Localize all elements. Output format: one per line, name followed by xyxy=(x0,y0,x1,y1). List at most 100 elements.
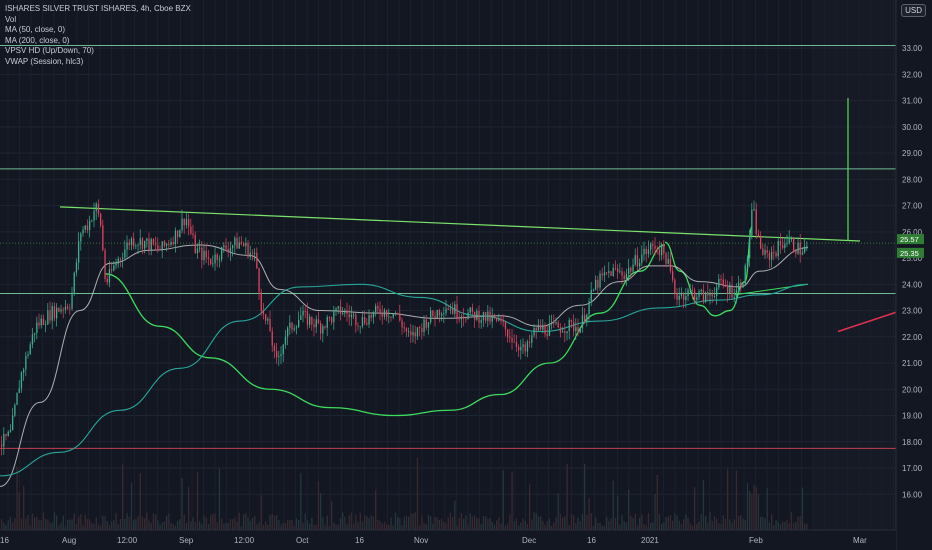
candle-body xyxy=(414,332,416,337)
candle-body xyxy=(265,314,267,321)
candle-body xyxy=(185,219,188,226)
volume-bar xyxy=(713,516,716,530)
candle-body xyxy=(795,250,797,254)
volume-bar xyxy=(245,513,247,530)
volume-bar xyxy=(412,513,414,530)
volume-bar xyxy=(632,517,634,530)
volume-bar xyxy=(119,519,122,530)
candle-body xyxy=(47,310,49,325)
candle-body xyxy=(520,346,522,351)
candle-body xyxy=(260,292,262,312)
time-axis[interactable]: 16 Aug 12:00 Sep 12:00 Oct 16 Nov Dec 16 2021 Feb Ma… xyxy=(0,529,896,550)
price-axis[interactable]: 16.00 17.00 18.00 19.00 20.00 21.00 22.00 23.00… xyxy=(895,0,932,550)
volume-bar xyxy=(148,520,150,530)
volume-bar xyxy=(639,517,641,530)
volume-bar xyxy=(210,515,212,530)
candle-body xyxy=(621,271,623,276)
candle-body xyxy=(196,248,199,254)
symbol-title[interactable]: ISHARES SILVER TRUST ISHARES, 4h, Cboe B… xyxy=(5,4,191,13)
candle-body xyxy=(267,318,269,321)
volume-bar xyxy=(476,517,478,530)
candle-body xyxy=(608,271,610,273)
volume-bar xyxy=(251,517,254,530)
candle-body xyxy=(172,242,174,245)
price-label-text: 25.35 xyxy=(900,249,919,258)
candle-body xyxy=(678,295,680,300)
volume-bar xyxy=(766,488,768,530)
candle-body xyxy=(755,209,757,234)
price-label-box xyxy=(897,247,924,258)
candle-body xyxy=(647,249,650,254)
candle-body xyxy=(581,315,584,328)
candle-body xyxy=(412,332,414,336)
volume-bar xyxy=(504,525,507,530)
legend-item-ma200[interactable]: MA (200, close, 0) xyxy=(5,35,70,45)
legend-item-vol[interactable]: Vol xyxy=(5,14,17,24)
volume-bar xyxy=(784,522,786,530)
candle-body xyxy=(284,336,287,345)
candle-body xyxy=(317,319,320,324)
volume-bar xyxy=(570,513,573,530)
volume-bar xyxy=(757,494,760,530)
volume-bar xyxy=(309,523,311,530)
volume-bar xyxy=(804,523,806,530)
candle-body xyxy=(652,244,654,246)
volume-bar xyxy=(137,515,139,530)
candle-body xyxy=(91,220,93,222)
candle-body xyxy=(482,312,485,321)
resistance-trendline xyxy=(59,206,861,242)
candle-body xyxy=(379,308,381,314)
volume-bar xyxy=(161,522,163,530)
candle-body xyxy=(366,323,368,325)
volume-bar xyxy=(588,498,590,530)
candle-body xyxy=(328,317,331,318)
candle-body xyxy=(588,301,590,315)
candle-body xyxy=(447,308,449,310)
legend-item-vwap[interactable]: VWAP (Session, hlc3) xyxy=(5,56,84,66)
volume-bar xyxy=(634,513,636,530)
candle-body xyxy=(636,255,639,267)
candle-body xyxy=(632,264,634,272)
candle-body xyxy=(221,247,223,260)
volume-bar xyxy=(201,524,203,530)
volume-bar xyxy=(760,516,762,530)
volume-bar xyxy=(113,519,115,530)
candle-body xyxy=(680,293,683,296)
candle-body xyxy=(700,289,702,292)
candle-body xyxy=(174,230,177,245)
legend-item-vpsv[interactable]: VPSV HD (Up/Down, 70) xyxy=(5,46,94,55)
volume-bar xyxy=(214,513,216,530)
volume-bar xyxy=(452,516,454,530)
candle-body xyxy=(522,344,524,347)
candle-body xyxy=(641,254,643,264)
candle-body xyxy=(443,313,445,315)
candle-body xyxy=(205,250,207,258)
candle-body xyxy=(507,329,509,337)
volume-bar xyxy=(276,515,278,530)
legend-item-ma50[interactable]: MA (50, close, 0) xyxy=(5,25,66,34)
candle-body xyxy=(513,341,515,343)
candle-body xyxy=(434,316,436,318)
volume-bar xyxy=(170,522,172,530)
candle-body xyxy=(249,252,251,257)
candle-body xyxy=(40,318,42,326)
candle-body xyxy=(458,317,460,320)
volume-bar xyxy=(430,516,432,530)
candle-body xyxy=(799,242,801,255)
volume-bar xyxy=(786,519,788,530)
price-tick-label: 26.00 xyxy=(902,228,923,237)
volume-bar xyxy=(441,518,443,530)
candle-body xyxy=(777,241,779,257)
candle-body xyxy=(227,248,229,253)
volume-bar xyxy=(159,524,161,530)
volume-bar xyxy=(716,518,718,530)
candle-body xyxy=(619,271,621,273)
volume-bar xyxy=(71,519,73,530)
volume-bar xyxy=(617,495,619,530)
volume-bar xyxy=(799,515,801,530)
candle-body xyxy=(669,259,672,272)
candle-body xyxy=(335,308,337,312)
volume-bar xyxy=(485,516,487,530)
currency-badge[interactable]: USD xyxy=(901,4,926,17)
